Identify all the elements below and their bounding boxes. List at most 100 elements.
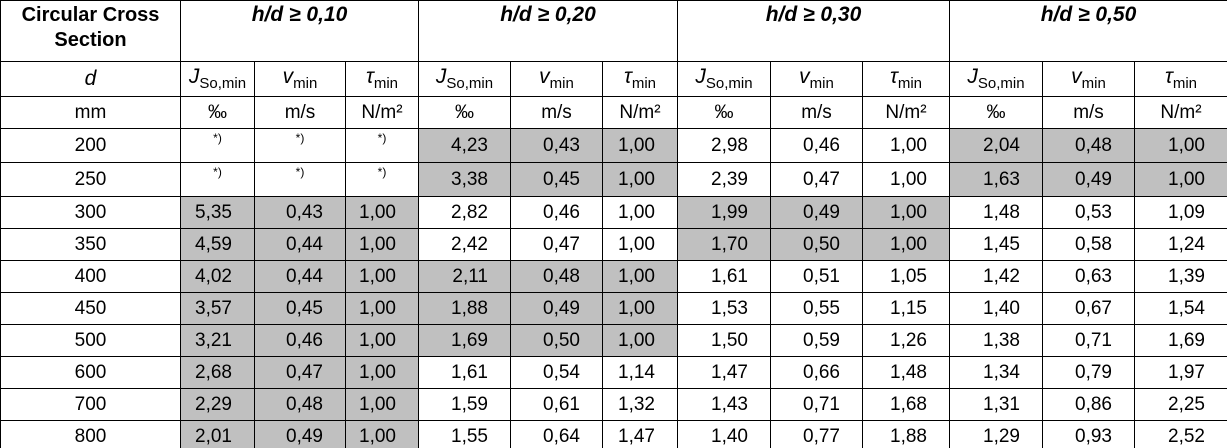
symbol-cell: vmin xyxy=(254,61,346,97)
value-cell: 1,45 xyxy=(949,228,1043,261)
value-cell: 0,46 xyxy=(510,196,603,229)
value-cell: 0,48 xyxy=(254,388,346,421)
value-cell: 0,46 xyxy=(770,128,863,163)
unit-cell: N/m² xyxy=(345,96,419,129)
value-cell: 0,79 xyxy=(1042,356,1135,389)
value-cell: 0,49 xyxy=(1042,162,1135,197)
value-cell: 1,26 xyxy=(862,324,950,357)
value-cell: 3,21 xyxy=(180,324,255,357)
value-cell: 0,86 xyxy=(1042,388,1135,421)
value-cell: 0,50 xyxy=(770,228,863,261)
value-cell: 1,00 xyxy=(862,128,950,163)
value-cell: 1,48 xyxy=(949,196,1043,229)
value-cell: 1,43 xyxy=(677,388,771,421)
symbol: J xyxy=(435,65,447,89)
d-cell: 400 xyxy=(0,260,181,293)
value-cell: *) xyxy=(254,128,346,163)
header-row: Circular Cross Section h/d ≥ 0,10 h/d ≥ 0,… xyxy=(0,0,1227,62)
value-cell: 0,48 xyxy=(510,260,603,293)
value-cell: 1,47 xyxy=(677,356,771,389)
unit-row: mm ‰ m/s N/m² ‰ m/s N/m² ‰ m/s N/m² ‰ m/s N/m² xyxy=(0,96,1227,129)
symbol-subscript: So,min xyxy=(705,75,753,93)
value-cell: 1,31 xyxy=(949,388,1043,421)
value-cell: 1,00 xyxy=(345,420,419,448)
data-row: 250 *) *) *) 3,38 0,45 1,00 2,39 0,47 1,00 1,63 0,4… xyxy=(0,162,1227,197)
value-cell: 2,29 xyxy=(180,388,255,421)
value-cell: 1,38 xyxy=(949,324,1043,357)
value-cell: 1,50 xyxy=(677,324,771,357)
value-cell: 1,00 xyxy=(602,324,678,357)
value-cell: 1,55 xyxy=(418,420,511,448)
value-cell: 1,97 xyxy=(1134,356,1227,389)
symbol-cell: d xyxy=(0,61,181,97)
unit-cell: m/s xyxy=(770,96,863,129)
value-cell: 0,71 xyxy=(1042,324,1135,357)
value-cell: *) xyxy=(345,162,419,197)
symbol-subscript: min xyxy=(373,75,399,93)
value-cell: 0,44 xyxy=(254,260,346,293)
value-cell: 2,52 xyxy=(1134,420,1227,448)
value-cell: 0,55 xyxy=(770,292,863,325)
symbol-subscript: min xyxy=(631,75,657,93)
value-cell: 1,00 xyxy=(602,196,678,229)
symbol: v xyxy=(282,65,294,89)
d-cell: 300 xyxy=(0,196,181,229)
value-cell: 0,49 xyxy=(770,196,863,229)
value-cell: 1,61 xyxy=(418,356,511,389)
value-cell: 1,00 xyxy=(345,196,419,229)
value-cell: 1,59 xyxy=(418,388,511,421)
corner-cell: Circular Cross Section xyxy=(0,0,181,62)
unit-cell: ‰ xyxy=(677,96,771,129)
group-header: h/d ≥ 0,10 xyxy=(180,0,419,62)
symbol-cell: τmin xyxy=(862,61,950,97)
symbol: d xyxy=(84,67,97,90)
data-row: 400 4,02 0,44 1,00 2,11 0,48 1,00 1,61 0,51 1,05 1… xyxy=(0,260,1227,293)
unit-cell: ‰ xyxy=(180,96,255,129)
value-cell: 1,68 xyxy=(862,388,950,421)
symbol: τ xyxy=(623,65,632,89)
value-cell: 0,48 xyxy=(1042,128,1135,163)
value-cell: 1,24 xyxy=(1134,228,1227,261)
symbol: J xyxy=(695,65,706,89)
value-cell: 2,39 xyxy=(677,162,771,197)
unit-cell: N/m² xyxy=(1134,96,1227,129)
value-cell: 1,61 xyxy=(677,260,771,293)
unit-cell: m/s xyxy=(1042,96,1135,129)
symbol-subscript: min xyxy=(293,75,318,93)
value-cell: 1,34 xyxy=(949,356,1043,389)
d-cell: 600 xyxy=(0,356,181,389)
value-cell: 0,58 xyxy=(1042,228,1135,261)
symbol: τ xyxy=(1164,65,1173,89)
symbol: v xyxy=(1071,65,1082,89)
symbol: J xyxy=(188,65,200,89)
data-row: 300 5,35 0,43 1,00 2,82 0,46 1,00 1,99 0,49 1,00 1… xyxy=(0,196,1227,229)
value-cell: 1,05 xyxy=(862,260,950,293)
value-cell: 4,23 xyxy=(418,128,511,163)
symbol-cell: JSo,min xyxy=(180,61,255,97)
value-cell: 2,68 xyxy=(180,356,255,389)
symbol-cell: vmin xyxy=(1042,61,1135,97)
unit-cell: N/m² xyxy=(862,96,950,129)
symbol-subscript: min xyxy=(1081,75,1106,93)
value-cell: 1,63 xyxy=(949,162,1043,197)
value-cell: 1,00 xyxy=(345,292,419,325)
value-cell: 1,47 xyxy=(602,420,678,448)
value-cell: 0,59 xyxy=(770,324,863,357)
value-cell: 1,00 xyxy=(602,292,678,325)
value-cell: 1,99 xyxy=(677,196,771,229)
symbol: τ xyxy=(889,65,898,89)
d-cell: 700 xyxy=(0,388,181,421)
unit-cell: ‰ xyxy=(418,96,511,129)
group-header: h/d ≥ 0,20 xyxy=(418,0,678,62)
data-row: 450 3,57 0,45 1,00 1,88 0,49 1,00 1,53 0,55 1,15 1… xyxy=(0,292,1227,325)
value-cell: 0,71 xyxy=(770,388,863,421)
d-cell: 500 xyxy=(0,324,181,357)
symbol-subscript: min xyxy=(1172,75,1198,93)
value-cell: 1,32 xyxy=(602,388,678,421)
symbol: v xyxy=(539,65,550,89)
value-cell: 4,59 xyxy=(180,228,255,261)
value-cell: 1,00 xyxy=(1134,162,1227,197)
d-cell: 250 xyxy=(0,162,181,197)
value-cell: 2,04 xyxy=(949,128,1043,163)
